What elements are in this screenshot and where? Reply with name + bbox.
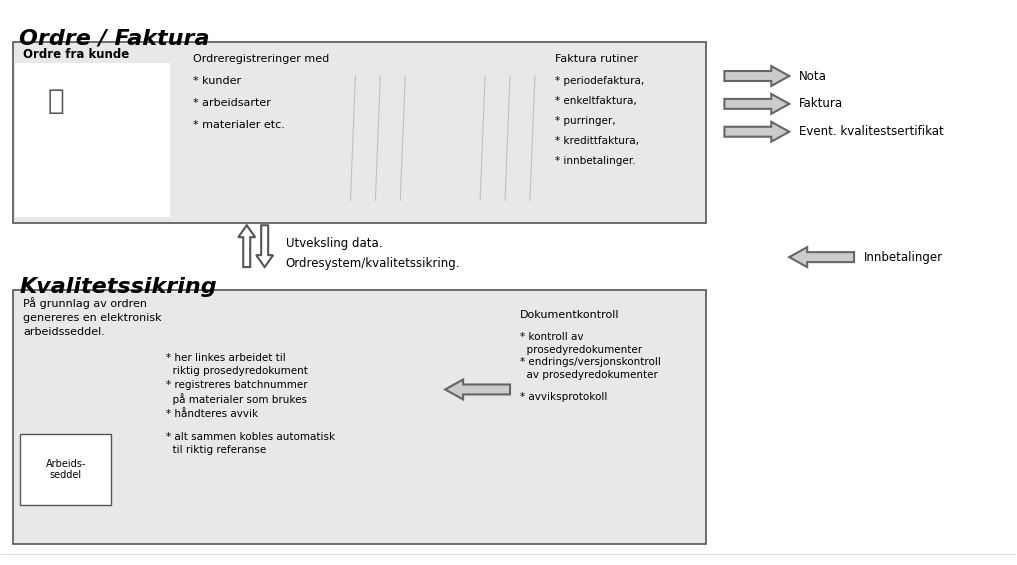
Text: Faktura rutiner: Faktura rutiner [555, 54, 638, 64]
FancyArrow shape [724, 66, 789, 86]
Text: Utveksling data.: Utveksling data. [286, 237, 382, 250]
FancyArrow shape [238, 225, 255, 267]
Text: Ordreregistreringer med: Ordreregistreringer med [193, 54, 330, 64]
FancyArrow shape [789, 247, 854, 267]
FancyArrow shape [724, 122, 789, 142]
FancyArrow shape [724, 94, 789, 114]
Text: * endrings/versjonskontroll
  av prosedyredokumenter: * endrings/versjonskontroll av prosedyre… [520, 357, 661, 380]
FancyBboxPatch shape [13, 290, 707, 544]
Text: Kvalitetssikring: Kvalitetssikring [19, 277, 217, 297]
Text: Ordresystem/kvalitetssikring.: Ordresystem/kvalitetssikring. [286, 257, 460, 270]
FancyBboxPatch shape [20, 434, 111, 505]
Text: * kredittfaktura,: * kredittfaktura, [555, 136, 639, 146]
Text: Innbetalinger: Innbetalinger [864, 251, 943, 264]
Text: * periodefaktura,: * periodefaktura, [555, 76, 644, 86]
FancyBboxPatch shape [13, 42, 707, 223]
Text: * kunder: * kunder [193, 76, 241, 86]
Text: Ordre / Faktura: Ordre / Faktura [19, 28, 210, 48]
Text: * her linkes arbeidet til
  riktig prosedyredokument: * her linkes arbeidet til riktig prosedy… [166, 353, 308, 376]
FancyBboxPatch shape [15, 63, 170, 218]
Text: Dokumentkontroll: Dokumentkontroll [520, 310, 619, 320]
Text: På grunnlag av ordren
genereres en elektronisk
arbeidsseddel.: På grunnlag av ordren genereres en elekt… [23, 297, 162, 337]
Text: Nota: Nota [799, 69, 827, 82]
Text: * kontroll av
  prosedyredokumenter: * kontroll av prosedyredokumenter [520, 332, 642, 355]
Text: * arbeidsarter: * arbeidsarter [193, 98, 271, 108]
Text: * enkeltfaktura,: * enkeltfaktura, [555, 96, 637, 106]
Text: * registreres batchnummer
  på materialer som brukes: * registreres batchnummer på materialer … [166, 380, 307, 406]
Text: 👤: 👤 [48, 87, 64, 115]
Text: Ordre fra kunde: Ordre fra kunde [23, 48, 129, 61]
Text: Faktura: Faktura [799, 97, 843, 110]
Text: Arbeids-
seddel: Arbeids- seddel [46, 459, 85, 480]
FancyArrow shape [445, 380, 510, 399]
Text: * alt sammen kobles automatisk
  til riktig referanse: * alt sammen kobles automatisk til rikti… [166, 432, 335, 455]
Text: * materialer etc.: * materialer etc. [193, 120, 285, 130]
Text: * innbetalinger.: * innbetalinger. [555, 155, 636, 166]
FancyArrow shape [256, 225, 274, 267]
Text: * purringer,: * purringer, [555, 116, 615, 126]
Text: * avviksprotokoll: * avviksprotokoll [520, 393, 607, 402]
Text: * håndteres avvik: * håndteres avvik [166, 410, 258, 419]
Text: Event. kvalitestsertifikat: Event. kvalitestsertifikat [799, 125, 944, 138]
